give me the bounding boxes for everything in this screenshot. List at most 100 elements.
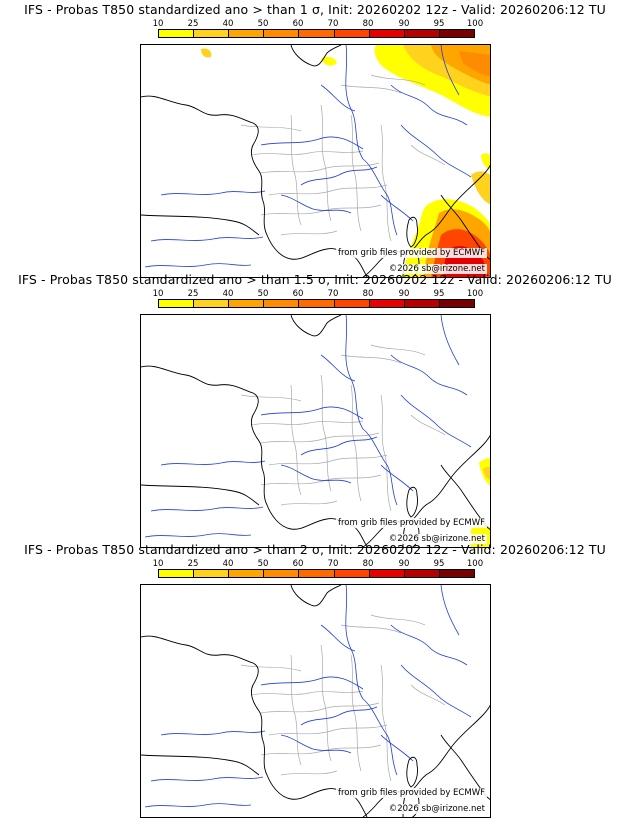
river <box>260 676 364 690</box>
admin-border <box>370 614 426 626</box>
scale-tick-label: 10 <box>152 559 164 569</box>
color-scale-bar <box>158 299 475 308</box>
scale-color-segment <box>299 30 335 37</box>
river <box>300 436 378 456</box>
scale-tick-label: 25 <box>187 289 199 299</box>
scale-tick-label: 80 <box>362 559 374 569</box>
admin-border <box>320 104 332 222</box>
river <box>345 585 364 700</box>
river <box>320 354 356 382</box>
coastline <box>290 585 342 607</box>
scale-tick-label: 95 <box>433 19 445 29</box>
scale-tick-label: 10 <box>152 289 164 299</box>
river <box>320 84 356 112</box>
scale-color-segment <box>194 30 230 37</box>
source-credit: from grib files provided by ECMWF <box>336 788 487 798</box>
admin-border <box>250 420 364 426</box>
scale-tick-label: 100 <box>466 289 484 299</box>
river <box>160 730 266 736</box>
river <box>280 194 352 214</box>
admin-border <box>268 454 388 466</box>
admin-border <box>260 474 382 486</box>
scale-tick-label: 70 <box>327 559 339 569</box>
river <box>380 464 414 492</box>
scale-tick-label: 80 <box>362 19 374 29</box>
admin-border <box>250 690 364 696</box>
admin-border <box>280 500 338 506</box>
river <box>345 315 364 430</box>
admin-border <box>260 702 380 714</box>
map-panel: IFS - Probas T850 standardized ano > tha… <box>0 0 630 278</box>
scale-tick-label: 50 <box>257 559 269 569</box>
admin-border <box>268 184 388 196</box>
probability-area <box>201 48 212 58</box>
admin-border <box>350 384 362 502</box>
coastline <box>141 635 368 817</box>
admin-border <box>268 724 388 736</box>
river <box>300 706 378 726</box>
river <box>150 776 264 782</box>
admin-border <box>370 74 426 86</box>
panel-title: IFS - Probas T850 standardized ano > tha… <box>24 542 606 557</box>
river <box>260 406 364 420</box>
scale-tick-label: 95 <box>433 289 445 299</box>
scale-color-segment <box>299 300 335 307</box>
scale-color-segment <box>334 30 370 37</box>
scale-tick-label: 100 <box>466 19 484 29</box>
river <box>390 624 468 666</box>
scale-tick-label: 95 <box>433 559 445 569</box>
river <box>362 428 398 506</box>
scale-tick-label: 90 <box>398 19 410 29</box>
river <box>160 460 266 466</box>
color-scale-labels: 10 25 40 50 60 70 80 90 95 100 <box>150 19 484 29</box>
scale-color-segment <box>369 570 405 577</box>
river <box>440 315 460 366</box>
coastline <box>141 95 368 277</box>
river <box>380 734 414 762</box>
probability-map: from grib files provided by ECMWF ©2026 s… <box>140 584 491 818</box>
admin-border <box>240 664 302 672</box>
scale-color-segment <box>264 570 300 577</box>
map-panel: IFS - Probas T850 standardized ano > tha… <box>0 540 630 818</box>
river <box>440 585 460 636</box>
scale-tick-label: 100 <box>466 559 484 569</box>
scale-color-segment <box>369 30 405 37</box>
river <box>440 45 460 96</box>
scale-color-segment <box>299 570 335 577</box>
corsica-coastline <box>406 756 418 788</box>
admin-border <box>290 654 302 766</box>
color-scale-bar <box>158 29 475 38</box>
admin-border <box>260 432 380 444</box>
scale-color-segment <box>264 300 300 307</box>
admin-border <box>250 150 364 156</box>
admin-border <box>290 114 302 226</box>
scale-tick-label: 50 <box>257 19 269 29</box>
probability-map: from grib files provided by ECMWF ©2026 s… <box>140 44 491 278</box>
river <box>144 263 252 268</box>
scale-color-segment <box>334 570 370 577</box>
admin-border <box>410 684 446 706</box>
scale-color-segment <box>229 30 265 37</box>
admin-border <box>240 124 302 132</box>
panel-title: IFS - Probas T850 standardized ano > tha… <box>24 2 606 17</box>
admin-border <box>410 414 446 436</box>
corsica-coastline <box>406 486 418 518</box>
scale-tick-label: 70 <box>327 289 339 299</box>
admin-border <box>290 384 302 496</box>
admin-border <box>320 644 332 762</box>
admin-border <box>410 144 446 166</box>
color-scale-labels: 10 25 40 50 60 70 80 90 95 100 <box>150 559 484 569</box>
corsica-coastline <box>406 216 418 248</box>
admin-border <box>260 204 382 216</box>
scale-color-segment <box>439 570 474 577</box>
coastline <box>290 45 342 67</box>
probability-area <box>471 171 490 205</box>
scale-tick-label: 40 <box>222 289 234 299</box>
scale-tick-label: 90 <box>398 559 410 569</box>
river <box>362 698 398 776</box>
scale-color-segment <box>264 30 300 37</box>
scale-color-segment <box>439 30 474 37</box>
river <box>150 506 264 512</box>
scale-color-segment <box>404 570 440 577</box>
river <box>400 394 472 448</box>
